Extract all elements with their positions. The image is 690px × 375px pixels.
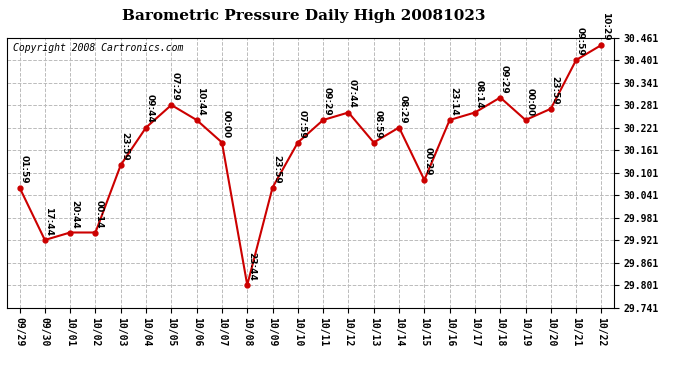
Text: 00:29: 00:29 bbox=[424, 147, 433, 176]
Text: 23:59: 23:59 bbox=[273, 154, 282, 183]
Text: 08:29: 08:29 bbox=[399, 95, 408, 123]
Text: 10:44: 10:44 bbox=[197, 87, 206, 116]
Text: 23:14: 23:14 bbox=[449, 87, 458, 116]
Text: 09:59: 09:59 bbox=[576, 27, 585, 56]
Text: 00:00: 00:00 bbox=[221, 110, 230, 138]
Text: 20:44: 20:44 bbox=[70, 200, 79, 228]
Text: 10:29: 10:29 bbox=[601, 12, 610, 41]
Text: 17:44: 17:44 bbox=[45, 207, 54, 236]
Text: 07:44: 07:44 bbox=[348, 80, 357, 108]
Text: 09:29: 09:29 bbox=[323, 87, 332, 116]
Text: Copyright 2008 Cartronics.com: Copyright 2008 Cartronics.com bbox=[13, 43, 184, 53]
Text: 09:44: 09:44 bbox=[146, 94, 155, 123]
Text: 23:59: 23:59 bbox=[551, 76, 560, 105]
Text: 01:59: 01:59 bbox=[19, 155, 28, 183]
Text: 00:14: 00:14 bbox=[95, 200, 104, 228]
Text: 07:29: 07:29 bbox=[171, 72, 180, 101]
Text: 08:14: 08:14 bbox=[475, 80, 484, 108]
Text: 00:00: 00:00 bbox=[525, 88, 534, 116]
Text: Barometric Pressure Daily High 20081023: Barometric Pressure Daily High 20081023 bbox=[122, 9, 485, 23]
Text: 23:44: 23:44 bbox=[247, 252, 256, 281]
Text: 23:59: 23:59 bbox=[121, 132, 130, 161]
Text: 09:29: 09:29 bbox=[500, 64, 509, 93]
Text: 07:59: 07:59 bbox=[297, 110, 306, 138]
Text: 08:59: 08:59 bbox=[373, 110, 382, 138]
